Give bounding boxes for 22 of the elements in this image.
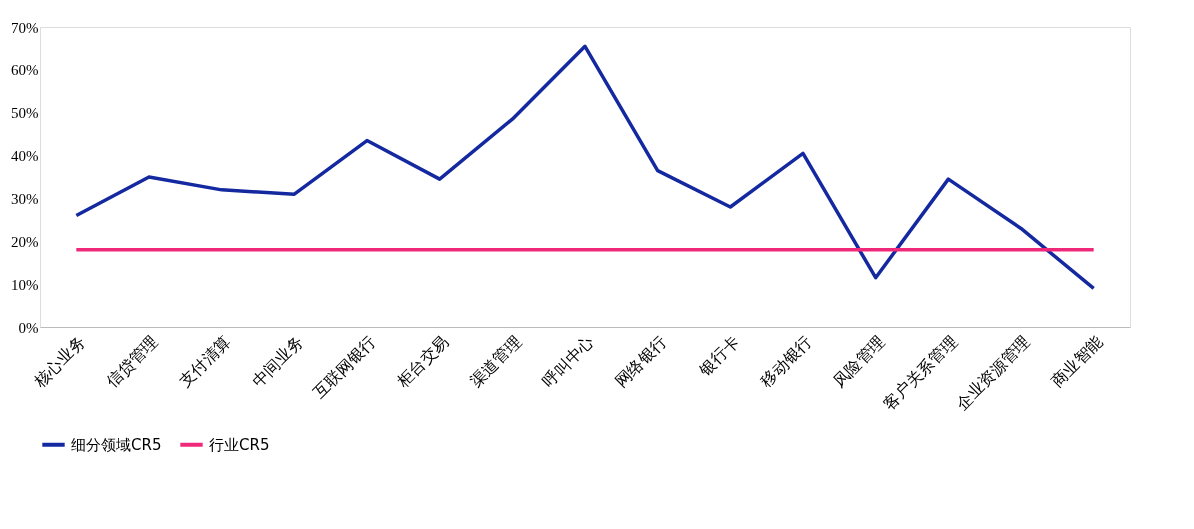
x-tick-label: 支付清算	[175, 332, 235, 391]
x-tick-label: 互联网银行	[309, 332, 380, 403]
y-tick-label: 70%	[11, 19, 39, 36]
legend-label: 行业CR5	[209, 435, 270, 454]
y-tick-label: 10%	[11, 276, 39, 293]
x-tick-label: 网络银行	[611, 332, 671, 391]
x-tick-label: 渠道管理	[466, 332, 525, 391]
x-tick-label: 信贷管理	[102, 332, 162, 391]
x-tick-label: 银行卡	[694, 332, 743, 381]
x-tick-label: 呼叫中心	[538, 332, 598, 391]
y-tick-label: 20%	[11, 233, 39, 250]
x-tick-label: 柜台交易	[392, 332, 453, 392]
y-tick-label: 50%	[11, 105, 39, 122]
x-tick-label: 商业智能	[1047, 332, 1107, 391]
x-tick-label: 中间业务	[248, 332, 307, 391]
y-tick-label: 40%	[11, 148, 39, 165]
line-series	[74, 44, 1096, 291]
x-tick-label: 风险管理	[829, 332, 889, 391]
y-tick-label: 30%	[11, 190, 39, 207]
x-tick-label: 移动银行	[756, 332, 816, 391]
legend-label: 细分领域CR5	[71, 435, 162, 454]
y-tick-label: 60%	[11, 62, 39, 79]
